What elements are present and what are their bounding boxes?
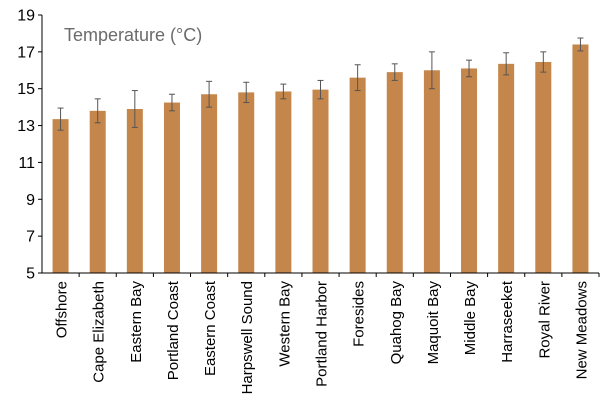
x-label-cape-elizabeth: Cape Elizabeth: [91, 281, 108, 383]
bar-new-meadows: [572, 44, 589, 273]
x-label-portland-harbor: Portland Harbor: [314, 281, 331, 387]
x-label-new-meadows: New Meadows: [573, 281, 590, 379]
bar-foresides: [349, 77, 366, 274]
chart-title: Temperature (°C): [64, 25, 202, 45]
bar-western-bay: [275, 91, 292, 273]
x-label-eastern-bay: Eastern Bay: [128, 281, 145, 363]
x-label-eastern-coast: Eastern Coast: [202, 280, 219, 376]
bar-middle-bay: [461, 68, 478, 273]
bar-maquoit-bay: [423, 70, 440, 274]
error-bars: [57, 37, 584, 131]
bar-portland-harbor: [312, 89, 329, 273]
bar-eastern-bay: [126, 108, 143, 273]
x-label-harraseeket: Harraseeket: [499, 280, 516, 363]
bar-eastern-coast: [201, 94, 218, 273]
x-label-portland-coast: Portland Coast: [165, 280, 182, 380]
x-label-middle-bay: Middle Bay: [462, 281, 479, 356]
y-tick-label-7: 7: [26, 229, 35, 246]
x-label-offshore: Offshore: [54, 281, 71, 338]
y-tick-label-13: 13: [17, 118, 35, 135]
y-tick-label-19: 19: [17, 8, 35, 25]
y-tick-label-11: 11: [18, 155, 35, 172]
bar-harraseeket: [498, 63, 515, 274]
y-tick-label-9: 9: [26, 192, 35, 209]
x-axis: Offshore Cape Elizabeth Eastern Bay Portlan…: [42, 272, 600, 394]
bar-portland-coast: [163, 102, 180, 274]
x-label-foresides: Foresides: [351, 281, 368, 347]
x-label-maquoit-bay: Maquoit Bay: [425, 281, 442, 365]
bar-offshore: [52, 119, 69, 273]
y-tick-label-5: 5: [26, 266, 35, 283]
y-tick-label-17: 17: [17, 44, 35, 61]
y-tick-label-15: 15: [17, 81, 35, 98]
y-axis: 5 7 9 11 13 15 17 19: [17, 8, 43, 283]
bar-royal-river: [535, 61, 552, 273]
bar-cape-elizabeth: [89, 110, 106, 273]
bar-quahog-bay: [386, 72, 403, 273]
x-label-quahog-bay: Quahog Bay: [388, 281, 405, 365]
bar-harpswell-sound: [238, 92, 255, 274]
x-label-royal-river: Royal River: [536, 281, 553, 359]
x-label-harpswell-sound: Harpswell Sound: [239, 281, 256, 394]
x-label-western-bay: Western Bay: [276, 281, 293, 367]
bars: [52, 44, 589, 274]
